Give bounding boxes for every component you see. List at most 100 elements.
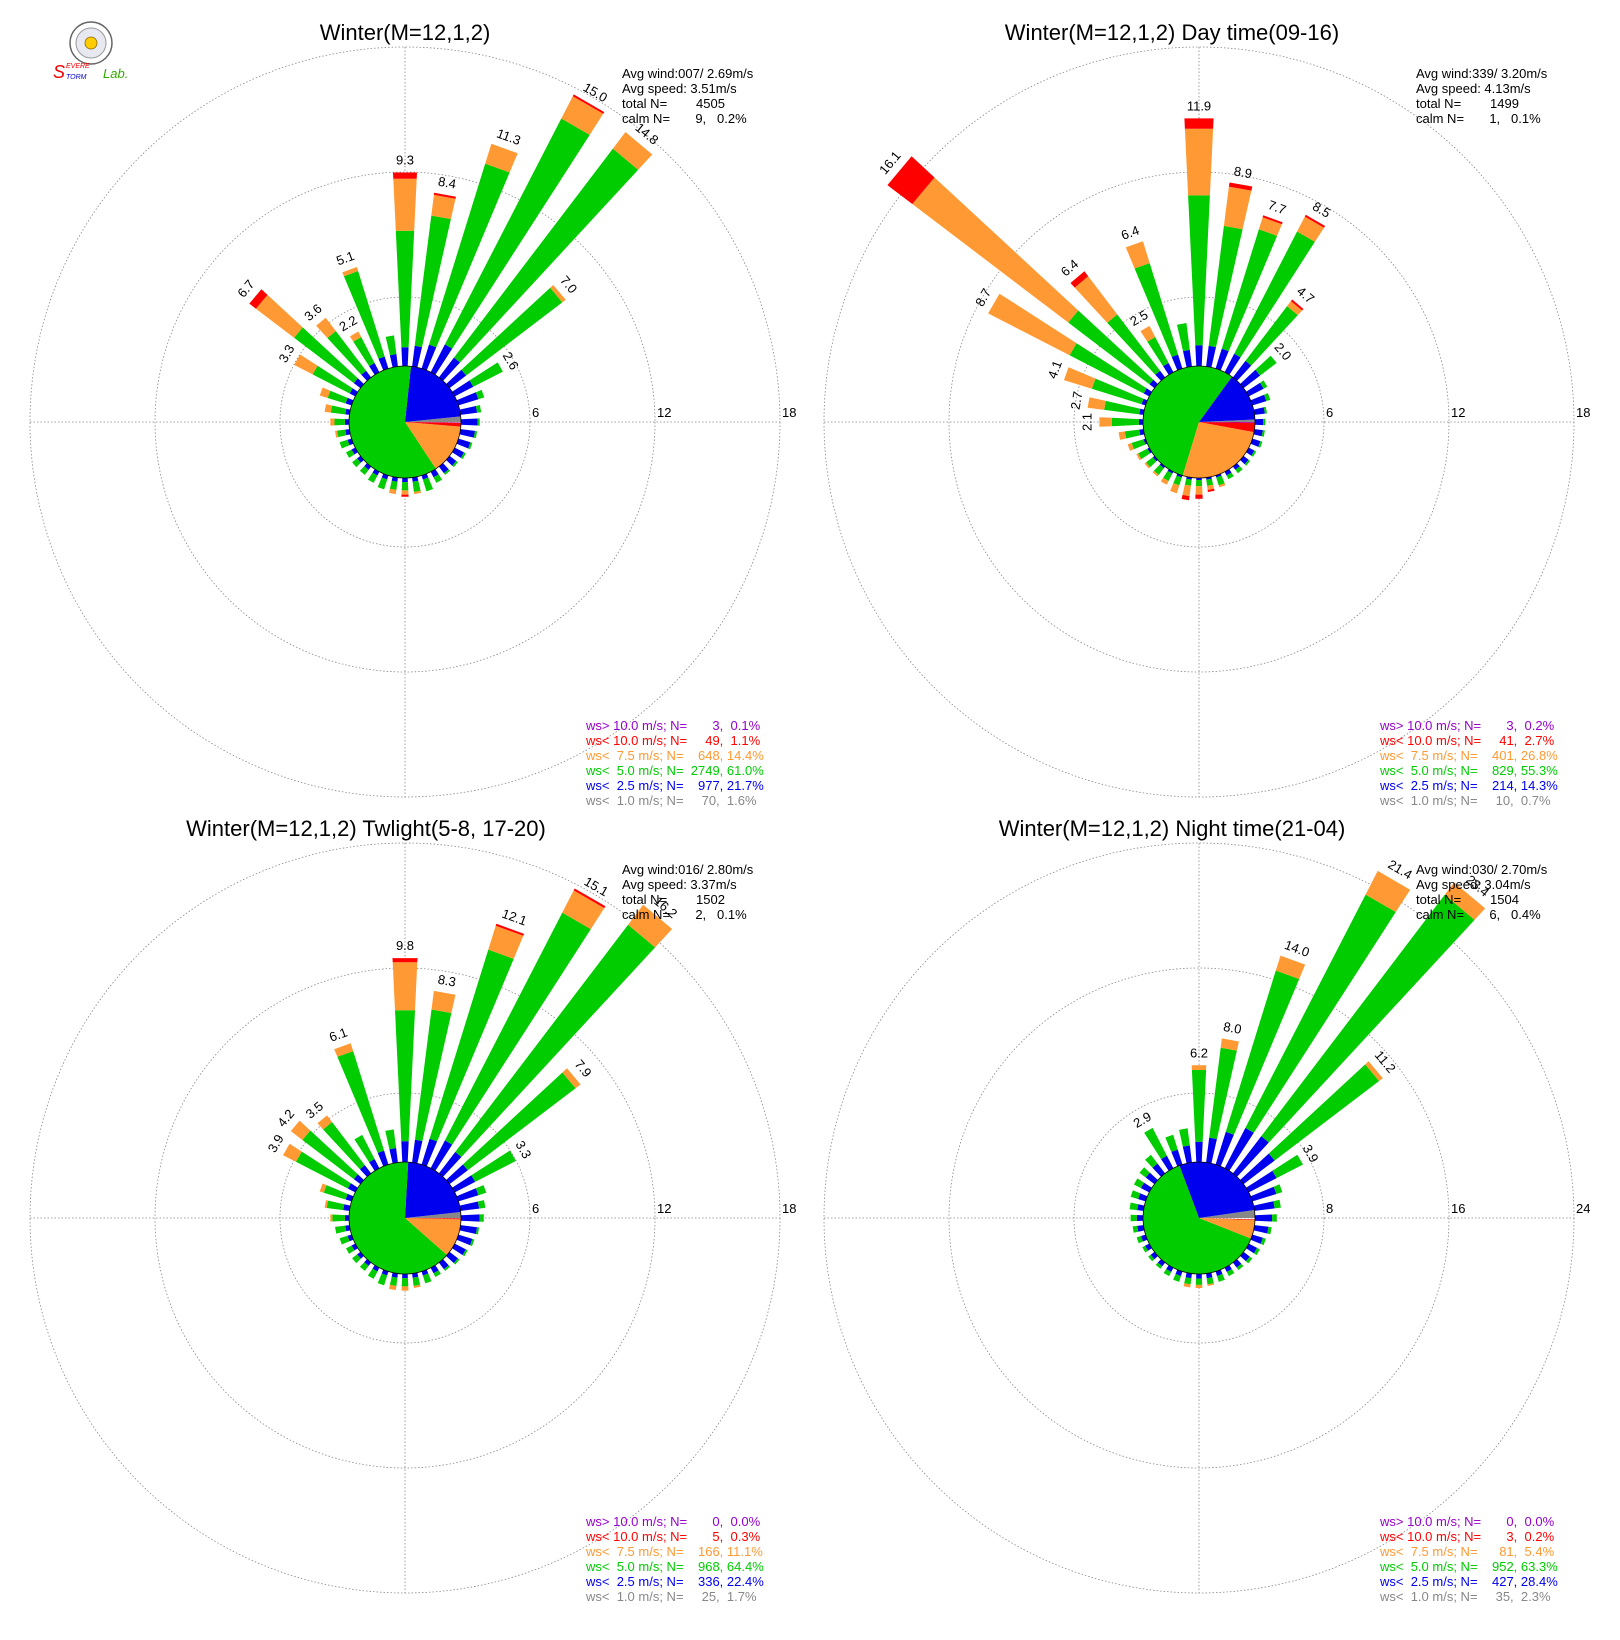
spoke-140-segment-lt25 [1232,463,1240,470]
spoke-250-segment-lt5 [339,439,350,449]
spoke-310-segment-lt25 [353,378,364,389]
spoke-350-segment-lt25 [389,1148,398,1164]
spoke-200-segment-lt75 [1170,483,1180,494]
spoke-290-segment-lt5 [1130,1190,1141,1200]
pie-outline [1142,365,1256,479]
spoke-250-segment-lt5 [1136,1236,1143,1244]
spoke-110-segment-lt5 [1260,1237,1266,1246]
spoke-40-segment-lt75 [1287,301,1303,316]
spoke-140-segment-lt25 [438,1259,449,1270]
spoke-260-segment-lt25 [1137,1225,1145,1232]
spoke-label-340: 6.4 [1119,223,1141,243]
spoke-60-segment-lt5 [1272,1154,1303,1179]
spoke-10-segment-lt10 [1228,182,1253,191]
spoke-320-segment-lt75 [317,1115,332,1130]
spoke-label-310: 4.2 [274,1106,297,1129]
spoke-20-segment-lt25 [1215,348,1229,371]
pie-outline [1142,1161,1256,1275]
spoke-230-segment-lt25 [357,455,364,463]
spoke-330-segment-lt5 [353,337,375,367]
spoke-170-segment-lt5 [1206,1277,1214,1285]
spoke-20-segment-lt10 [1262,215,1283,225]
spoke-90-segment-lt25 [1254,418,1264,426]
spoke-220-segment-lt5 [359,466,369,475]
spoke-230-segment-lt75 [1144,462,1151,469]
spoke-30-segment-lt25 [430,344,453,375]
spoke-30-segment-lt75 [562,890,605,930]
spoke-330-segment-lt25 [1161,1155,1174,1171]
spoke-310-segment-lt5 [1139,1167,1150,1178]
spoke-label-330: 2.2 [336,312,359,334]
spoke-80-segment-lt25 [459,406,478,415]
spoke-280-segment-lt25 [1139,408,1145,415]
spoke-300-segment-lt25 [347,1183,358,1193]
spoke-310-segment-lt5 [1068,310,1154,385]
spoke-350-segment-lt5 [1177,323,1190,352]
logo-text-evere: EVERE [66,63,90,70]
spoke-150-segment-lt5 [433,474,443,483]
spoke-70-segment-lt25 [1250,394,1267,406]
spoke-110-segment-lt25 [456,1234,473,1246]
spoke-70-segment-lt5 [475,1185,487,1196]
spoke-300-segment-lt5 [295,1151,351,1189]
pie-slice-lt75 [405,422,461,469]
spoke-260-segment-lt25 [345,429,351,436]
spoke-310-segment-lt10 [249,289,268,309]
spoke-100-segment-lt5 [1261,430,1265,437]
spoke-40-segment-lt25 [438,357,460,381]
spoke-170-segment-lt5 [412,480,421,492]
spoke-310-segment-lt75 [255,294,303,338]
spoke-label-280: 2.7 [1068,390,1086,410]
spoke-170-segment-lt5 [412,1276,421,1286]
spoke-label-330: 2.5 [1127,307,1150,329]
pie-slice-lt25 [1199,376,1255,422]
spoke-140-segment-lt5 [1235,466,1243,474]
info-line: total N= 1502 [622,892,725,907]
spoke-label-320: 3.6 [301,301,324,324]
spoke-330-segment-lt5 [354,1134,375,1163]
spoke-label-300: 3.3 [275,342,297,365]
spoke-30-segment-lt5 [444,118,590,349]
spoke-100-segment-lt25 [459,429,475,438]
logo-text-lab: Lab. [103,66,128,81]
spoke-230-segment-lt5 [1146,457,1157,468]
spoke-130-segment-lt5 [453,1258,460,1265]
spoke-110-segment-lt5 [1258,441,1263,448]
pie-slice-lt10 [405,1218,461,1220]
spoke-310-segment-lt5 [294,327,358,384]
info-line: total N= 1504 [1416,892,1519,907]
spoke-label-340: 6.1 [327,1024,349,1044]
spoke-260-segment-lt25 [345,1225,351,1232]
spoke-290-segment-lt25 [345,1193,354,1202]
spoke-100-segment-lt5 [473,430,478,438]
spoke-30-segment-lt10 [1304,214,1326,228]
ring-label: 12 [657,405,671,420]
spoke-200-segment-lt5 [377,1273,388,1286]
legend-entry-lt10: ws< 10.0 m/s; N= 49, 1.1% [585,733,761,748]
spoke-20-segment-lt75 [488,925,524,959]
spoke-80-segment-lt5 [1273,1199,1281,1209]
spoke-label-50: 2.0 [1271,340,1294,363]
pie-slice-gt10 [1199,422,1256,423]
ring-label: 6 [532,405,539,420]
spoke-20-segment-lt75 [1275,955,1306,979]
spoke-240-segment-lt25 [351,447,358,455]
spoke-270-segment-lt25 [344,419,350,425]
ring-label: 6 [532,1201,539,1216]
spoke-170-segment-lt75 [1207,484,1215,490]
spoke-label-50: 7.9 [572,1057,595,1080]
info-line: Avg wind:007/ 2.69m/s [622,66,754,81]
spoke-230-segment-lt5 [1148,1254,1155,1262]
spoke-label-40: 4.7 [1294,283,1317,306]
spoke-70-segment-lt25 [456,1188,479,1202]
spoke-130-segment-lt5 [1244,459,1251,466]
spoke-10-segment-lt25 [412,1139,423,1164]
spoke-label-290: 4.1 [1045,358,1065,380]
spoke-150-segment-lt5 [1226,1269,1235,1277]
spoke-270-segment-lt25 [1138,419,1144,425]
info-line: Avg speed: 3.37m/s [622,877,737,892]
spoke-label-10: 8.4 [437,174,457,192]
spoke-130-segment-lt25 [1240,1251,1250,1262]
spoke-30-segment-lt75 [1365,870,1411,912]
spoke-300-segment-lt5 [312,365,353,394]
